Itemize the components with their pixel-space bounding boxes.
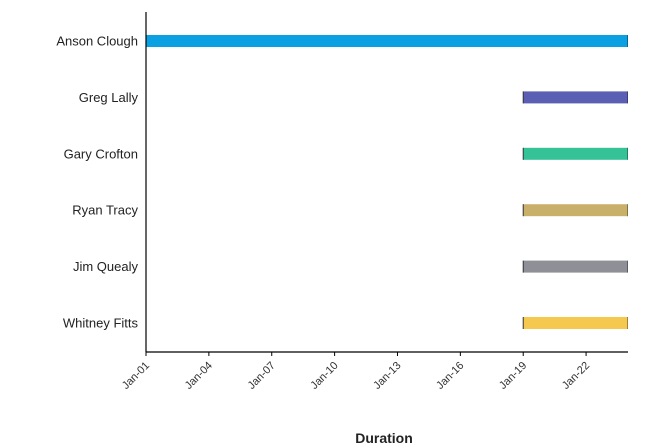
category-label: Gary Crofton [64, 146, 138, 161]
x-axis-title: Duration [355, 430, 413, 446]
x-tick-label: Jan-01 [120, 360, 152, 392]
x-tick-label: Jan-19 [497, 360, 529, 392]
x-tick-label: Jan-04 [183, 360, 215, 392]
x-tick-label: Jan-13 [371, 360, 403, 392]
bar-whitney-fitts [523, 317, 628, 329]
x-tick-label: Jan-16 [434, 360, 466, 392]
category-label: Greg Lally [79, 90, 139, 105]
bar-anson-clough [146, 35, 628, 47]
category-labels: Anson Clough Greg Lally Gary Crofton Ryan T… [56, 34, 138, 331]
x-tick-label: Jan-10 [308, 360, 340, 392]
category-label: Anson Clough [56, 34, 138, 49]
category-label: Ryan Tracy [72, 203, 138, 218]
x-tick-label: Jan-22 [560, 360, 592, 392]
category-label: Whitney Fitts [63, 316, 139, 331]
bars-layer [146, 35, 628, 329]
bar-ryan-tracy [523, 204, 628, 217]
x-tick-label: Jan-07 [246, 360, 278, 392]
bar-jim-quealy [523, 260, 628, 273]
category-label: Jim Quealy [73, 259, 139, 274]
x-tick-labels: Jan-01 Jan-04 Jan-07 Jan-10 Jan-13 Jan-16 Jan-… [120, 352, 592, 392]
bar-greg-lally [523, 91, 628, 104]
bar-gary-crofton [523, 147, 628, 160]
